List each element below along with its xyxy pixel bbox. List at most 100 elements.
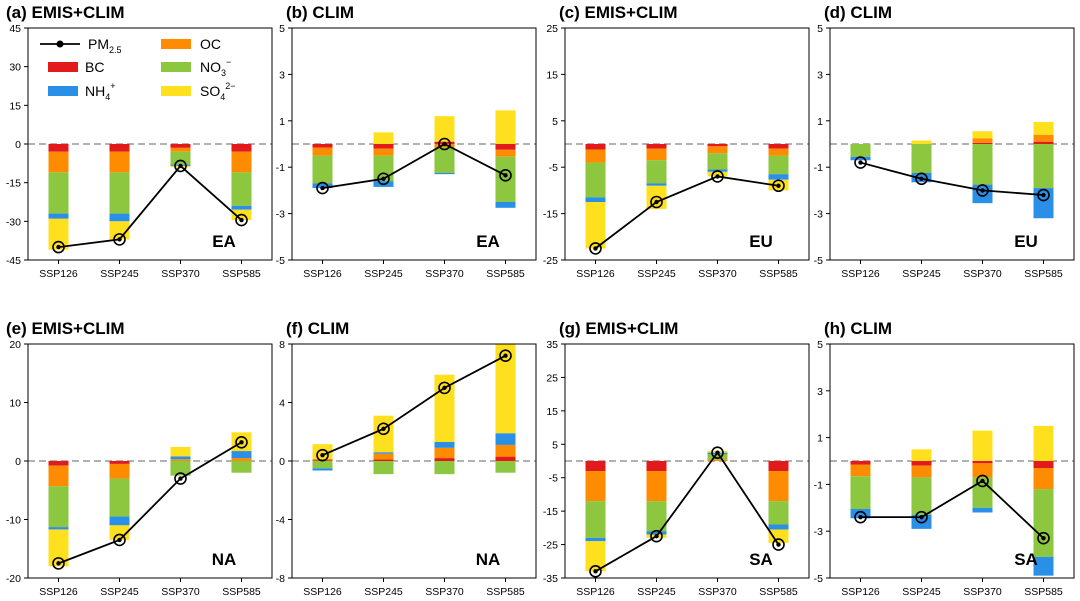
bar-nh4-ssp585 xyxy=(1033,556,1054,576)
bar-no3-ssp126 xyxy=(312,461,333,469)
bar-bc-ssp585 xyxy=(231,144,252,152)
bar-oc-ssp585 xyxy=(1033,468,1054,490)
panel-title-g: (g) EMIS+CLIM xyxy=(559,319,678,338)
bar-nh4-ssp245 xyxy=(646,531,667,535)
pm25-marker xyxy=(1037,188,1050,202)
bar-no3-ssp585 xyxy=(231,172,252,206)
bar-nh4-ssp126 xyxy=(48,527,69,530)
region-label-c: EU xyxy=(749,232,773,251)
pm25-marker-dot xyxy=(178,163,183,169)
ytick-label: 5 xyxy=(552,116,558,128)
ytick-label: 5 xyxy=(552,439,558,451)
pm25-marker-dot xyxy=(980,188,985,193)
xtick-label: SSP370 xyxy=(425,268,464,280)
bar-no3-ssp245 xyxy=(109,172,130,214)
bar-oc-ssp585 xyxy=(1033,134,1054,142)
pm25-line xyxy=(58,441,242,565)
ytick-label: -5 xyxy=(276,255,285,267)
ytick-label: -5 xyxy=(549,473,558,485)
pm25-marker xyxy=(772,538,785,551)
legend-no3-sub: 3 xyxy=(221,68,226,78)
xtick-label: SSP585 xyxy=(1024,268,1063,280)
bar-bc-ssp126 xyxy=(850,461,871,465)
pm25-marker-dot xyxy=(919,176,924,181)
legend-so4-sup: 2− xyxy=(225,81,235,91)
ytick-label: -25 xyxy=(543,255,558,267)
bar-no3-ssp126 xyxy=(48,486,69,528)
pm25-marker xyxy=(772,179,785,193)
plot-frame xyxy=(27,343,273,579)
bar-bc-ssp245 xyxy=(373,144,394,149)
pm25-marker-dot xyxy=(117,537,122,543)
panel-title-b: (b) CLIM xyxy=(286,3,354,22)
bar-nh4-ssp245 xyxy=(373,452,394,454)
xtick-label: SSP245 xyxy=(364,268,403,280)
pm25-marker-dot xyxy=(442,385,447,391)
ytick-label: 45 xyxy=(9,23,21,35)
bar-no3-ssp585 xyxy=(768,501,789,525)
ytick-label: -1 xyxy=(814,162,823,174)
bar-nh4-ssp126 xyxy=(312,183,333,189)
bar-bc-ssp585 xyxy=(495,144,516,150)
legend-no3-sup: − xyxy=(226,57,231,67)
panel-title-e: (e) EMIS+CLIM xyxy=(6,319,125,338)
region-label-g: SA xyxy=(749,550,773,569)
plot-frame xyxy=(291,343,537,579)
bar-so4-ssp585 xyxy=(495,110,516,144)
xtick-label: SSP370 xyxy=(698,268,737,280)
xtick-label: SSP126 xyxy=(303,586,342,598)
pm25-marker-dot xyxy=(239,440,244,445)
ytick-label: 5 xyxy=(817,339,823,351)
pm25-marker xyxy=(499,349,512,363)
bar-bc-ssp585 xyxy=(768,144,789,149)
bar-no3-ssp370 xyxy=(434,147,455,173)
bar-bc-ssp585 xyxy=(1033,461,1054,469)
plot-frame xyxy=(829,27,1075,261)
legend-nh4-sub: 4 xyxy=(105,92,110,102)
bar-bc-ssp245 xyxy=(646,461,667,472)
bar-so4-ssp585 xyxy=(768,529,789,543)
legend-swatch-no3 xyxy=(161,62,191,72)
bar-nh4-ssp585 xyxy=(768,174,789,180)
bar-oc-ssp370 xyxy=(972,463,993,478)
ytick-label: -10 xyxy=(6,515,21,527)
bar-so4-ssp126 xyxy=(585,541,606,572)
bar-nh4-ssp370 xyxy=(434,173,455,175)
ytick-label: 15 xyxy=(9,100,21,112)
xtick-label: SSP245 xyxy=(637,586,676,598)
xtick-label: SSP585 xyxy=(759,586,798,598)
bar-bc-ssp370 xyxy=(434,458,455,461)
bar-no3-ssp126 xyxy=(48,172,69,214)
bar-bc-ssp126 xyxy=(48,144,69,152)
legend-swatch-oc xyxy=(161,39,191,49)
ytick-label: 1 xyxy=(279,116,285,128)
pm25-marker xyxy=(235,213,248,227)
plot-frame xyxy=(564,343,810,579)
bar-so4-ssp245 xyxy=(646,185,667,209)
legend-pm25-marker xyxy=(56,40,64,48)
pm25-marker-dot xyxy=(654,199,659,205)
ytick-label: -5 xyxy=(814,255,823,267)
xtick-label: SSP245 xyxy=(100,268,139,280)
bar-bc-ssp126 xyxy=(585,144,606,150)
legend-pm25-label: PM2.5 xyxy=(88,36,122,55)
pm25-marker xyxy=(52,240,65,254)
bar-oc-ssp585 xyxy=(768,148,789,156)
bar-no3-ssp585 xyxy=(1033,489,1054,557)
ytick-label: 0 xyxy=(279,456,285,468)
xtick-label: SSP585 xyxy=(759,268,798,280)
panel-title-a: (a) EMIS+CLIM xyxy=(6,3,125,22)
legend-so4-text: SO xyxy=(200,83,220,99)
ytick-label: 15 xyxy=(546,406,558,418)
legend-nh4-text: NH xyxy=(85,83,105,99)
ytick-label: 3 xyxy=(817,386,823,398)
ytick-label: -15 xyxy=(6,178,21,190)
pm25-marker xyxy=(174,159,187,173)
bar-no3-ssp126 xyxy=(312,155,333,184)
panel-title-c: (c) EMIS+CLIM xyxy=(559,3,678,22)
